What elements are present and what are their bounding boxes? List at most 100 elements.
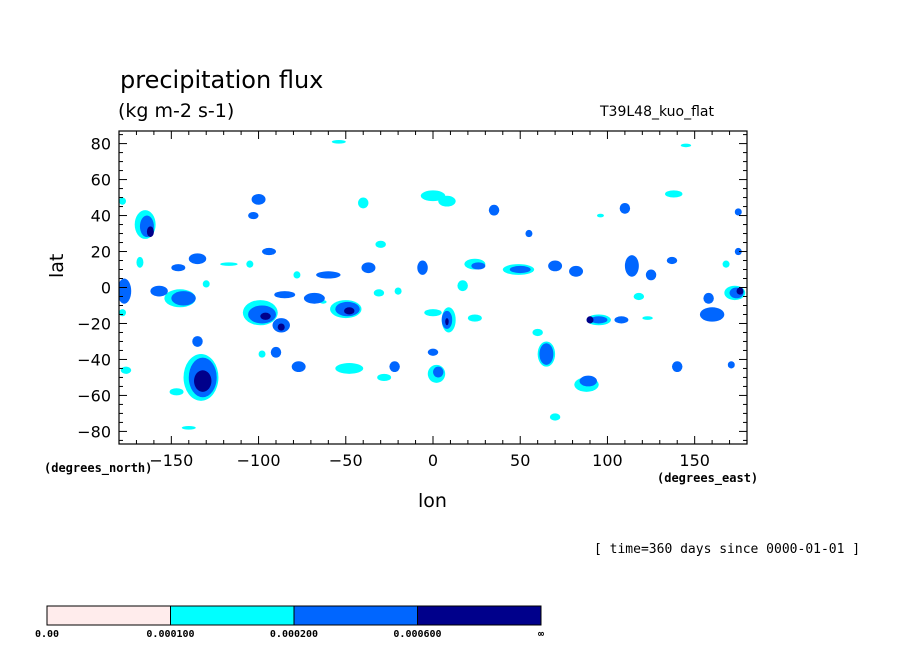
precip-region [194,370,212,392]
precip-region [293,271,301,279]
precip-region [260,312,271,320]
precip-region [699,307,725,322]
y-tick-label: 40 [91,207,111,226]
precip-region [509,265,531,274]
precip-region [590,316,608,324]
color-bar-swatch [46,605,171,626]
y-tick-label: −80 [77,422,111,441]
x-tick-label: −50 [329,451,363,470]
y-axis-units: (degrees_north) [44,461,153,475]
precip-region [569,265,584,277]
precip-region [389,361,400,373]
x-tick-label: 0 [428,451,438,470]
precip-region [614,316,629,324]
precip-region [377,373,392,382]
precip-region [642,316,653,320]
precip-region [202,280,210,288]
precip-region [119,278,132,304]
precip-region [703,292,714,304]
run-name: T39L48_kuo_flat [600,104,714,120]
y-tick-label: 80 [91,135,111,154]
precip-region [262,247,276,256]
precip-region [633,292,645,301]
precip-region [532,328,543,337]
precip-region [291,361,306,373]
precip-region [727,361,735,369]
precip-region [680,143,692,148]
color-bar-label: 0.000200 [270,629,318,640]
precip-region [171,291,196,306]
precip-region [331,139,346,144]
precip-region [734,247,742,256]
y-tick-label: 20 [91,243,111,262]
precip-region [548,260,563,272]
precip-region [457,280,468,292]
color-bar-label: ∞ [538,629,544,640]
color-bar-swatch [293,605,418,626]
precip-region [619,202,631,214]
precip-region [427,348,439,356]
y-tick-label: −60 [77,386,111,405]
precip-region [734,208,742,216]
precip-region [274,291,296,299]
precip-region [438,195,456,207]
precip-region [188,253,207,265]
time-stamp: [ time=360 days since 0000-01-01 ] [594,542,861,557]
precip-region [344,307,355,315]
y-tick-label: 60 [91,171,111,190]
y-tick-label: −20 [77,314,111,333]
y-tick-label: 0 [101,279,111,298]
y-tick-label: −40 [77,350,111,369]
precip-region [596,213,604,218]
precip-region [666,256,678,265]
precip-region [335,363,364,374]
precip-region [525,229,533,238]
x-tick-label: −150 [149,451,193,470]
precip-region [736,287,744,295]
precip-region [539,343,554,365]
precip-region [277,323,285,331]
x-tick-label: 150 [679,451,710,470]
precip-regions [119,139,746,430]
x-axis-label: lon [418,490,447,512]
precip-region [722,260,730,268]
precip-region [316,271,341,279]
precip-region [665,190,683,198]
color-bar-label: 0.00 [35,629,59,640]
color-bar-swatch [170,605,295,626]
precip-region [549,413,561,421]
chart-units: (kg m-2 s-1) [118,100,235,122]
precip-region [424,309,442,317]
color-bar-swatch [417,605,542,626]
precip-region [146,226,154,238]
color-bar-label: 0.000600 [393,629,441,640]
precip-region [119,197,126,205]
precip-region [169,388,184,396]
precip-region [417,260,428,275]
precip-region [445,318,449,326]
precip-region [136,256,144,268]
precip-region [579,375,597,387]
chart-title: precipitation flux [120,66,324,94]
precip-region [270,346,282,358]
precip-region [373,289,385,297]
precip-region [248,211,259,220]
precip-region [375,240,386,248]
x-tick-label: 100 [592,451,623,470]
precip-region [303,292,325,304]
precip-region [246,260,254,268]
x-tick-label: 50 [510,451,530,470]
precip-region [220,262,238,266]
precip-region [361,262,376,274]
precip-region [171,264,186,272]
precip-region [120,366,132,374]
precip-region [624,255,639,277]
precip-region [467,314,482,322]
precip-region [433,366,444,378]
color-bar-label: 0.000100 [146,629,194,640]
precip-region [645,269,657,281]
x-tick-label: −100 [237,451,281,470]
x-axis-units: (degrees_east) [657,471,759,485]
